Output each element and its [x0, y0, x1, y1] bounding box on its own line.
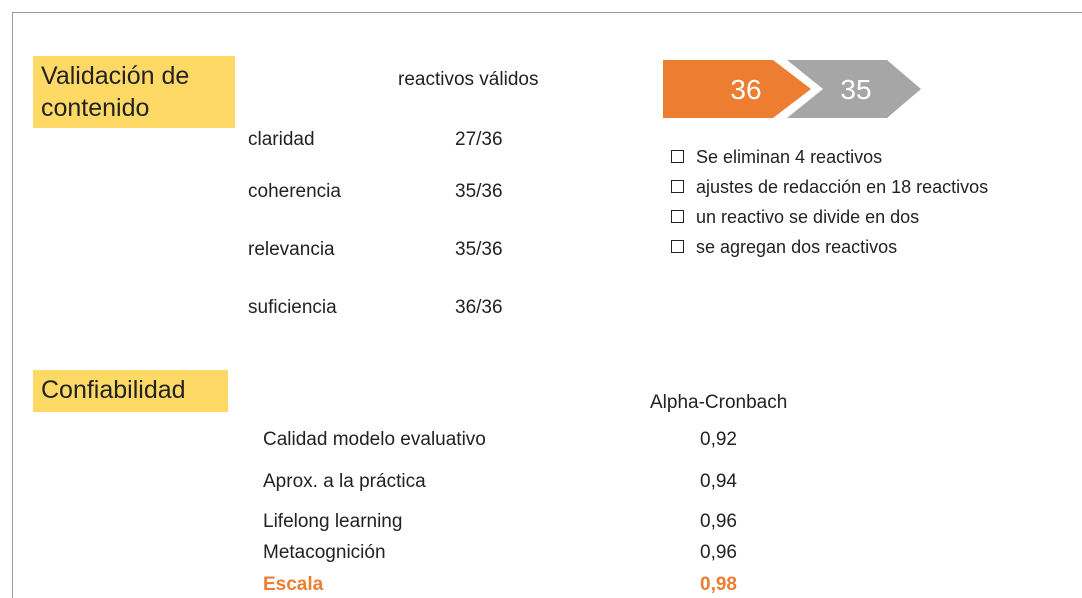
row-value: 0,92 [700, 429, 737, 450]
row-value: 0,98 [700, 574, 737, 595]
row-label: Metacognición [263, 542, 386, 563]
row-value: 27/36 [455, 129, 503, 150]
column-header: reactivos válidos [398, 69, 539, 90]
chevron-from [663, 60, 811, 118]
checklist: Se eliminan 4 reactivos ajustes de redacc… [668, 145, 996, 265]
row-value: 0,96 [700, 511, 737, 532]
row-value: 36/36 [455, 297, 503, 318]
check-item: se agregan dos reactivos [668, 235, 996, 259]
row-value: 0,94 [700, 471, 737, 492]
row-label: Aprox. a la práctica [263, 471, 426, 492]
check-item: Se eliminan 4 reactivos [668, 145, 996, 169]
frame-line [12, 12, 13, 598]
column-header: Alpha-Cronbach [650, 392, 788, 413]
row-value: 35/36 [455, 181, 503, 202]
row-label: Calidad modelo evaluativo [263, 429, 486, 450]
frame-line [12, 12, 1082, 13]
count-to: 35 [840, 74, 871, 105]
row-label: coherencia [248, 181, 341, 202]
chevron-arrow: 36 35 [663, 60, 921, 118]
row-value: 35/36 [455, 239, 503, 260]
check-item: ajustes de redacción en 18 reactivos [668, 175, 996, 199]
row-label: Escala [263, 574, 324, 595]
row-label: claridad [248, 129, 315, 150]
row-label: suficiencia [248, 297, 337, 318]
row-label: relevancia [248, 239, 335, 260]
section-title: Confiabilidad [33, 370, 228, 412]
check-item: un reactivo se divide en dos [668, 205, 996, 229]
row-label: Lifelong learning [263, 511, 403, 532]
count-from: 36 [730, 74, 761, 105]
section-title: Validación de contenido [33, 56, 235, 128]
row-value: 0,96 [700, 542, 737, 563]
chevron-to [787, 60, 921, 118]
